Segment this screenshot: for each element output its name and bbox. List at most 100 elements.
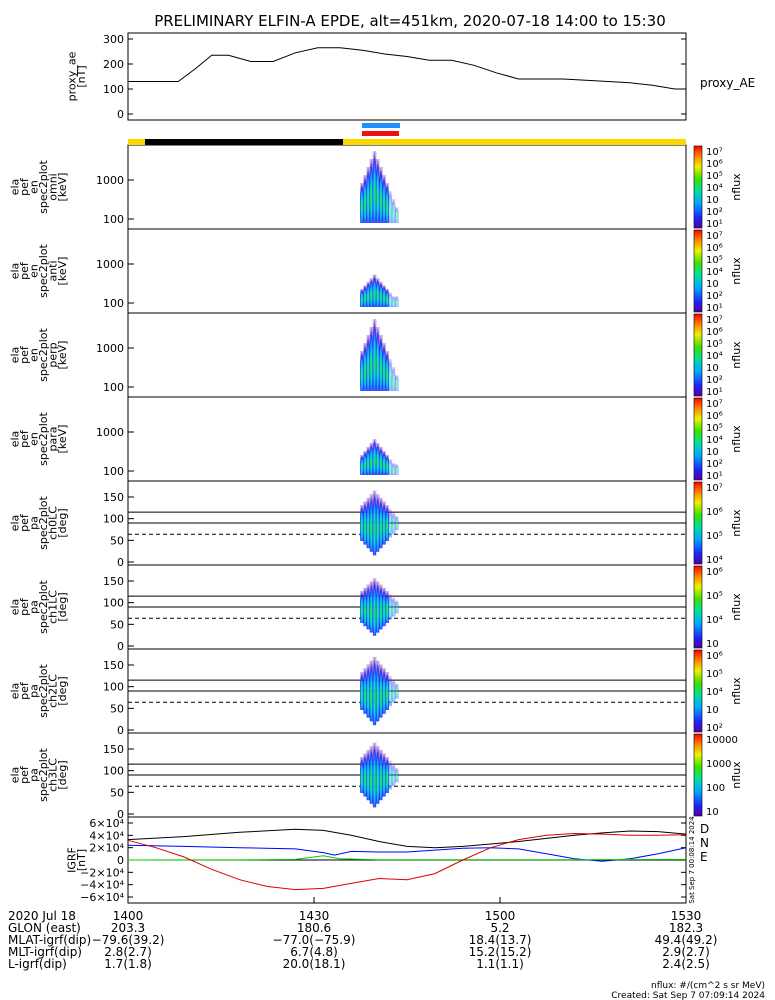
ytick-label: 0 bbox=[117, 108, 124, 121]
blue-marker bbox=[362, 123, 400, 128]
colorbar-tick: 10⁶ bbox=[706, 327, 723, 338]
panel-perp: elapefenspec2plotperp[keV] 100010010⁷10⁶1… bbox=[8, 313, 743, 398]
spectrogram-cell bbox=[395, 464, 399, 475]
panel-frame bbox=[128, 397, 686, 481]
colorbar-tick: 10² bbox=[706, 375, 723, 386]
ytick-label: 100 bbox=[103, 381, 124, 394]
colorbar-tick: 1000 bbox=[706, 759, 731, 770]
colorbar-tick: 10⁴ bbox=[706, 267, 723, 278]
ytick-label: 100 bbox=[103, 465, 124, 478]
colorbar-tick: 10⁵ bbox=[706, 591, 723, 602]
ytick-label: 1000 bbox=[96, 174, 124, 187]
ylabel-line: [keV] bbox=[56, 257, 69, 286]
panel-omni: elapefenspec2plotomni[keV] 100010010⁷10⁶1… bbox=[8, 145, 743, 230]
colorbar-tick: 10⁳ bbox=[706, 639, 719, 650]
red-marker bbox=[362, 131, 399, 136]
colorbar-tick: 10⁴ bbox=[706, 351, 723, 362]
colorbar-label: nflux bbox=[730, 761, 743, 789]
colorbar-label: nflux bbox=[730, 677, 743, 705]
colorbar-tick: 10² bbox=[706, 723, 723, 734]
ytick-label: 150 bbox=[103, 743, 124, 756]
ylabel-line: [keV] bbox=[56, 425, 69, 454]
panel-frame bbox=[128, 229, 686, 313]
panel-anti: elapefenspec2plotanti[keV] 100010010⁷10⁶1… bbox=[8, 229, 743, 314]
time-axis-table: 2020 Jul 18 1400 1430 1500 1530GLON (east) 20… bbox=[8, 897, 717, 971]
ytick-label: 150 bbox=[103, 491, 124, 504]
colorbar-tick: 10⁴ bbox=[706, 687, 723, 698]
colorbar-tick: 100 bbox=[706, 783, 725, 794]
ytick-label: 150 bbox=[103, 575, 124, 588]
series-label: N bbox=[700, 836, 709, 850]
spectrogram-cell bbox=[395, 296, 399, 307]
colorbar bbox=[694, 734, 702, 816]
ytick-label: 1000 bbox=[96, 426, 124, 439]
colorbar-tick: 10⁵ bbox=[706, 423, 723, 434]
spectrogram-cell bbox=[395, 768, 399, 782]
ytick-label: 1000 bbox=[96, 258, 124, 271]
colorbar bbox=[694, 650, 702, 732]
ytick-label: 150 bbox=[103, 659, 124, 672]
ytick-label: 50 bbox=[110, 786, 124, 799]
colorbar-label: nflux bbox=[730, 341, 743, 369]
ytick-label: 300 bbox=[103, 33, 124, 46]
row-value: 1.1(1.1) bbox=[476, 957, 524, 971]
ytick-label: 100 bbox=[103, 597, 124, 610]
ytick-label: 100 bbox=[103, 681, 124, 694]
colorbar-tick: 10¹ bbox=[706, 219, 723, 230]
colorbar-tick: 10⁵ bbox=[706, 531, 723, 542]
colorbar bbox=[694, 230, 702, 312]
ytick-label: 0 bbox=[117, 556, 124, 569]
colorbar bbox=[694, 566, 702, 648]
colorbar-tick: 10⁴ bbox=[706, 615, 723, 626]
ytick-label: −6×10⁴ bbox=[80, 891, 124, 904]
ytick-label: 6×10⁴ bbox=[89, 817, 124, 830]
colorbar-label: nflux bbox=[730, 425, 743, 453]
colorbar bbox=[694, 314, 702, 396]
colorbar-tick: 10⁵ bbox=[706, 339, 723, 350]
colorbar-tick: 10⁶ bbox=[706, 567, 723, 578]
yellow-region-left bbox=[128, 139, 145, 145]
colorbar-tick: 10⁶ bbox=[706, 243, 723, 254]
colorbar-tick: 10⁳ bbox=[706, 279, 719, 290]
colorbar-tick: 10¹ bbox=[706, 387, 723, 398]
colorbar-tick: 10⁷ bbox=[706, 147, 723, 158]
row-value: 1.7(1.8) bbox=[104, 957, 152, 971]
colorbar-tick: 10⁷ bbox=[706, 399, 723, 410]
colorbar-tick: 10⁴ bbox=[706, 555, 723, 566]
panel-ch0LC: elapefpaspec2plotch0LC[deg]15010050010⁷1… bbox=[8, 481, 743, 569]
coverage-bars bbox=[128, 123, 686, 145]
row-value: 20.0(18.1) bbox=[283, 957, 346, 971]
series-line-E bbox=[128, 856, 686, 860]
ytick-label: 100 bbox=[103, 213, 124, 226]
yellow-region-right bbox=[343, 139, 686, 145]
ytick-label: 50 bbox=[110, 534, 124, 547]
ylabel-line: [deg] bbox=[56, 760, 69, 789]
colorbar-tick: 10⁶ bbox=[706, 651, 723, 662]
ytick-label: 100 bbox=[103, 513, 124, 526]
colorbar-label: nflux bbox=[730, 257, 743, 285]
ytick-label: 50 bbox=[110, 618, 124, 631]
ylabel-line: [keV] bbox=[56, 341, 69, 370]
ytick-label: 2×10⁴ bbox=[89, 842, 124, 855]
colorbar-tick: 10⁴ bbox=[706, 183, 723, 194]
colorbar-tick: 10² bbox=[706, 291, 723, 302]
colorbar bbox=[694, 146, 702, 228]
ytick-label: 100 bbox=[103, 297, 124, 310]
colorbar-tick: 10000 bbox=[706, 735, 738, 746]
colorbar-tick: 10⁵ bbox=[706, 255, 723, 266]
spectrogram-cell bbox=[395, 516, 399, 530]
panel-ch2LC: elapefpaspec2plotch2LC[deg]15010050010⁶1… bbox=[8, 649, 743, 737]
row-value: 2.4(2.5) bbox=[662, 957, 710, 971]
elfin-figure: PRELIMINARY ELFIN-A EPDE, alt=451km, 202… bbox=[0, 0, 775, 1000]
colorbar bbox=[694, 482, 702, 564]
colorbar-tick: 10⁳ bbox=[706, 705, 719, 716]
ytick-label: −2×10⁴ bbox=[80, 866, 124, 879]
colorbar-tick: 10 bbox=[706, 807, 719, 818]
colorbar-tick: 10⁵ bbox=[706, 669, 723, 680]
ytick-label: 100 bbox=[103, 83, 124, 96]
colorbar-tick: 10⁴ bbox=[706, 435, 723, 446]
panel-ch3LC: elapefpaspec2plotch3LC[deg] 150 100 50 0 1000… bbox=[8, 733, 743, 821]
ytick-label: 4×10⁴ bbox=[89, 829, 124, 842]
row-label: L-igrf(dip) bbox=[8, 957, 67, 971]
series-line-N bbox=[128, 845, 686, 861]
